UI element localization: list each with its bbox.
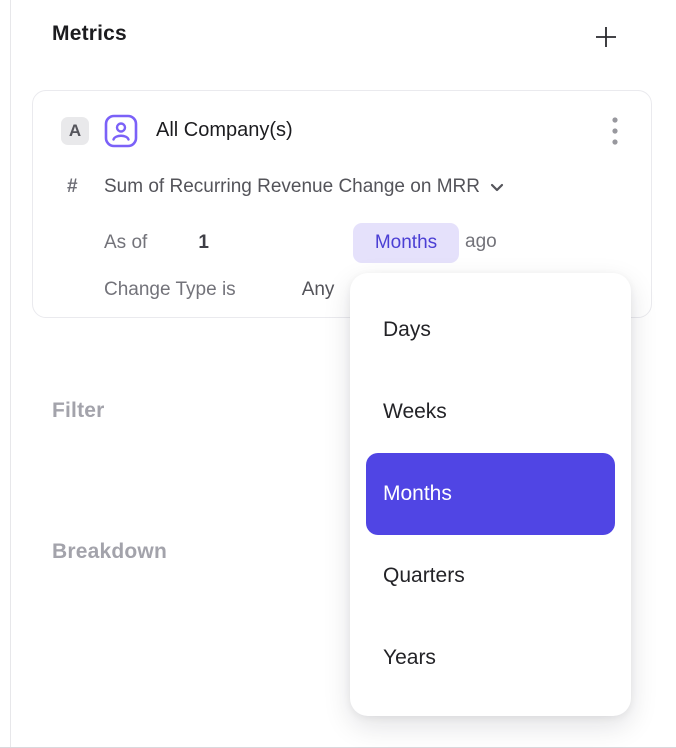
dropdown-option-years[interactable]: Years bbox=[383, 646, 436, 669]
page-title: Metrics bbox=[52, 22, 127, 45]
metric-label: Sum of Recurring Revenue Change on MRR bbox=[104, 176, 480, 197]
kebab-menu-icon bbox=[612, 116, 618, 146]
section-heading-breakdown: Breakdown bbox=[52, 540, 167, 563]
as-of-prefix: As of bbox=[104, 232, 148, 253]
plus-icon bbox=[593, 24, 619, 50]
change-type-label: Change Type is bbox=[104, 279, 236, 300]
as-of-row: As of 1 Months ago bbox=[104, 223, 497, 263]
metric-selector[interactable]: Sum of Recurring Revenue Change on MRR bbox=[104, 176, 504, 198]
section-heading-filter: Filter bbox=[52, 399, 105, 422]
dropdown-option-quarters[interactable]: Quarters bbox=[383, 564, 465, 587]
change-type-value[interactable]: Any bbox=[301, 279, 335, 300]
dropdown-option-weeks[interactable]: Weeks bbox=[383, 400, 447, 423]
as-of-suffix: ago bbox=[465, 231, 497, 252]
chevron-down-icon bbox=[490, 183, 504, 192]
as-of-unit-chip[interactable]: Months bbox=[353, 223, 459, 263]
as-of-value[interactable]: 1 bbox=[198, 232, 209, 253]
dropdown-option-months[interactable]: Months bbox=[366, 453, 615, 535]
change-type-row: Change Type is Any bbox=[104, 279, 334, 301]
metric-type-symbol: # bbox=[67, 176, 78, 197]
add-metric-button[interactable] bbox=[590, 21, 622, 53]
series-badge: A bbox=[61, 117, 89, 145]
entity-label[interactable]: All Company(s) bbox=[156, 119, 293, 141]
panel-left-border bbox=[10, 0, 11, 748]
time-unit-dropdown: Days Weeks Months Quarters Years bbox=[350, 273, 631, 716]
person-badge-icon[interactable] bbox=[103, 113, 139, 149]
dropdown-option-days[interactable]: Days bbox=[383, 318, 431, 341]
metric-menu-button[interactable] bbox=[603, 113, 627, 149]
